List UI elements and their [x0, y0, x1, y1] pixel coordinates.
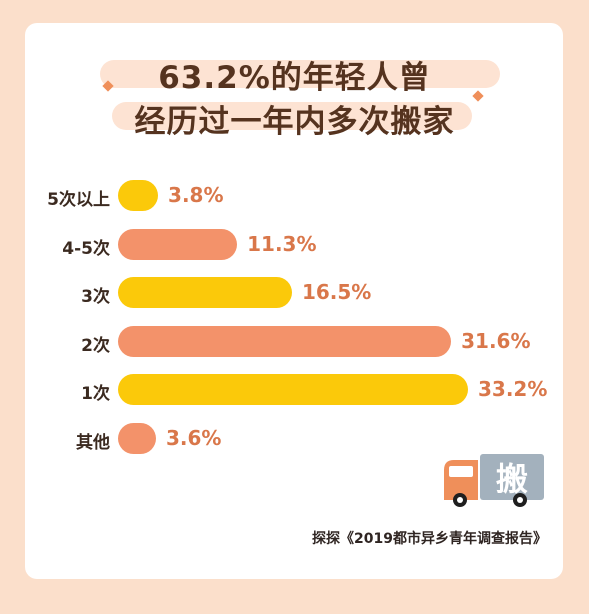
- value-label: 31.6%: [461, 328, 531, 353]
- truck-window: [449, 466, 473, 477]
- category-label: 3次: [81, 287, 110, 307]
- headline-line-1: 63.2%的年轻人曾: [158, 60, 431, 96]
- source-citation: 探探《2019都市异乡青年调查报告》: [312, 531, 547, 547]
- category-label: 5次以上: [47, 190, 110, 210]
- value-label: 16.5%: [301, 280, 372, 304]
- title-highlight-band: [112, 102, 472, 130]
- bar: [118, 422, 156, 454]
- truck-sign: 搬: [496, 460, 528, 498]
- bar: [118, 180, 159, 211]
- title-highlight-band: [100, 60, 500, 88]
- bar: [118, 325, 452, 357]
- value-label: 3.8%: [168, 183, 224, 207]
- value-label: 33.2%: [478, 377, 548, 401]
- headline-line-2: 经历过一年内多次搬家: [134, 104, 455, 140]
- truck-cargo-box: [480, 454, 544, 500]
- value-label: 11.3%: [247, 231, 317, 256]
- category-label: 其他: [76, 432, 110, 453]
- bar: [118, 277, 292, 308]
- value-label: 3.6%: [165, 425, 222, 450]
- category-label: 4-5次: [62, 238, 110, 259]
- moving-truck-icon: 搬: [444, 454, 544, 507]
- category-label: 2次: [81, 335, 110, 356]
- bar: [118, 228, 238, 260]
- category-label: 1次: [81, 384, 110, 404]
- bar: [118, 374, 468, 405]
